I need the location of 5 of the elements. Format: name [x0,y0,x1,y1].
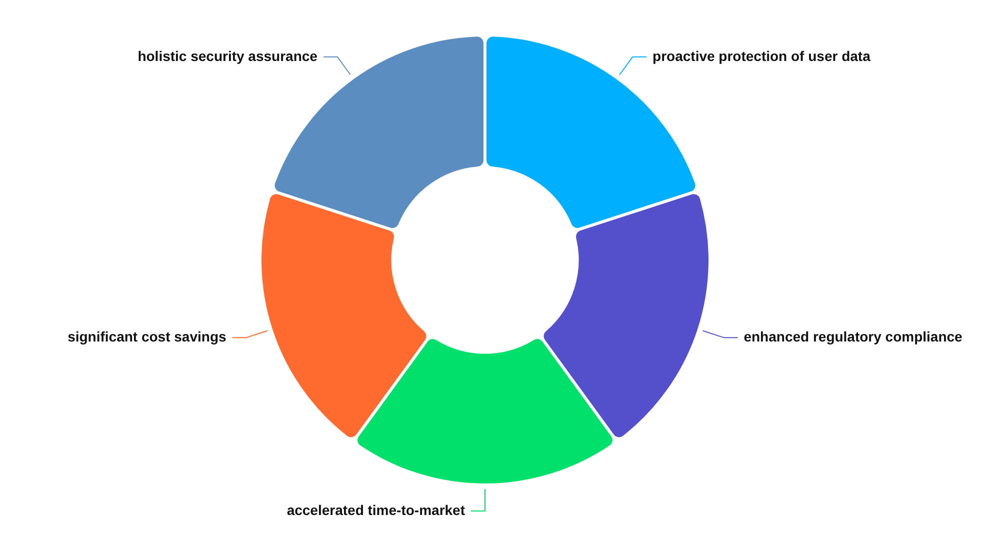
slice-label: significant cost savings [68,328,226,344]
slice-label: accelerated time-to-market [286,502,466,518]
slice-label: holistic security assurance [138,48,318,64]
slice-label: proactive protection of user data [652,48,871,64]
slice-label: enhanced regulatory compliance [744,328,963,344]
